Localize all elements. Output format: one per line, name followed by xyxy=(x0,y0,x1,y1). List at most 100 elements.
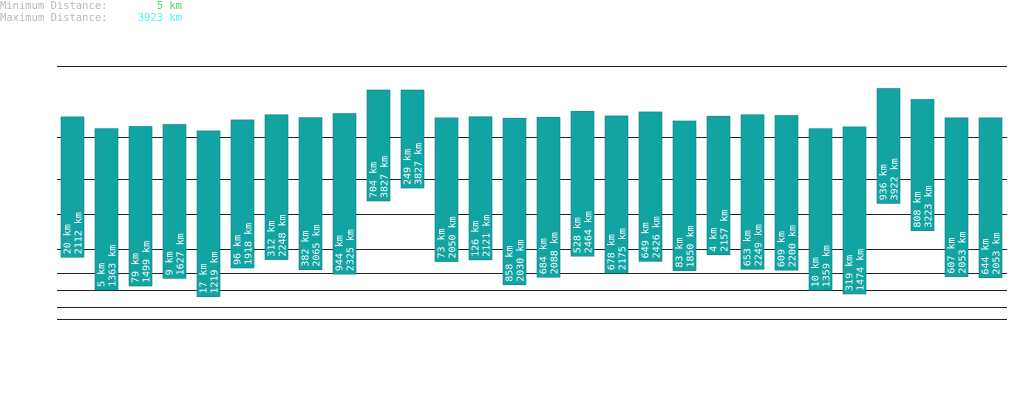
max-distance-row: Maximum Distance: 3923 km xyxy=(0,12,182,24)
range-max-label: 2030 km xyxy=(516,240,527,282)
range-bar-rect xyxy=(876,88,901,204)
min-distance-value: 5 km xyxy=(156,0,182,12)
range-max-label: 2249 km xyxy=(754,224,765,266)
range-min-label: 808 km xyxy=(913,192,924,228)
range-bar-rect xyxy=(60,116,85,258)
range-bar: 944 km 2325 km xyxy=(332,113,357,275)
range-max-label: 1474 km xyxy=(856,249,867,291)
range-bar-rect xyxy=(978,117,1003,278)
range-max-label: 1918 km xyxy=(244,223,255,265)
range-min-label: 79 km xyxy=(131,253,142,283)
range-bar-rect xyxy=(672,120,697,271)
range-min-label: 312 km xyxy=(267,220,278,256)
range-min-label: 4 km xyxy=(709,228,720,252)
range-bar-rect xyxy=(196,130,221,297)
range-bar: 126 km 2121 km xyxy=(468,116,493,261)
range-bar: 17 km 1219 km xyxy=(196,130,221,297)
range-bar: 319 km 1474 km xyxy=(842,126,867,295)
range-min-label: 382 km xyxy=(301,231,312,267)
range-bar-rect xyxy=(230,119,255,269)
range-min-label: 649 km xyxy=(641,222,652,258)
range-bar: 936 km 3922 km xyxy=(876,88,901,204)
range-bar: 83 km 1850 km xyxy=(672,120,697,271)
range-bar: 644 km 2053 km xyxy=(978,117,1003,278)
range-bar: 678 km 2175 km xyxy=(604,115,629,274)
range-min-label: 607 km xyxy=(947,237,958,273)
range-bar: 704 km 3827 km xyxy=(366,89,391,202)
range-max-label: 1627 km xyxy=(176,233,187,275)
range-bar-rect xyxy=(434,117,459,262)
range-bar: 528 km 2464 km xyxy=(570,111,595,257)
range-min-label: 528 km xyxy=(573,217,584,253)
range-max-label: 2053 km xyxy=(958,231,969,273)
range-bar-rect xyxy=(468,116,493,261)
range-bar: 5 km 1363 km xyxy=(94,128,119,291)
range-bar-rect xyxy=(264,114,289,260)
range-bar-rect xyxy=(706,115,731,256)
range-max-label: 2121 km xyxy=(482,215,493,257)
range-max-label: 2200 km xyxy=(788,225,799,267)
distance-summary: Minimum Distance: 5 km Maximum Distance: 3… xyxy=(0,0,182,24)
range-min-label: 936 km xyxy=(879,164,890,200)
range-min-label: 653 km xyxy=(743,230,754,266)
range-max-label: 1363 km xyxy=(108,245,119,287)
range-bar-rect xyxy=(570,111,595,257)
range-min-label: 17 km xyxy=(199,264,210,294)
range-min-label: 609 km xyxy=(777,231,788,267)
range-bar-rect xyxy=(502,117,527,286)
range-max-label: 1219 km xyxy=(210,251,221,293)
range-max-label: 2248 km xyxy=(278,214,289,256)
range-bar: 4 km 2157 km xyxy=(706,115,731,256)
range-min-label: 684 km xyxy=(539,238,550,274)
range-bar-rect xyxy=(94,128,119,291)
range-min-label: 319 km xyxy=(845,255,856,291)
range-min-label: 5 km xyxy=(97,263,108,287)
range-max-label: 2088 km xyxy=(550,232,561,274)
range-bar: 9 km 1627 km xyxy=(162,124,187,279)
range-bar-rect xyxy=(638,111,663,262)
range-max-label: 2157 km xyxy=(720,210,731,252)
range-max-label: 3827 km xyxy=(380,156,391,198)
range-bar: 649 km 2426 km xyxy=(638,111,663,262)
range-max-label: 2065 km xyxy=(312,225,323,267)
range-max-label: 2426 km xyxy=(652,216,663,258)
range-bar: 607 km 2053 km xyxy=(944,117,969,277)
range-max-label: 3922 km xyxy=(890,158,901,200)
range-bar-rect xyxy=(944,117,969,277)
range-bar-rect xyxy=(332,113,357,275)
range-bar: 96 km 1918 km xyxy=(230,119,255,269)
range-bar-rect xyxy=(910,99,935,231)
max-distance-value: 3923 km xyxy=(137,12,182,24)
range-min-label: 644 km xyxy=(981,239,992,275)
range-min-label: 858 km xyxy=(505,246,516,282)
range-min-label: 678 km xyxy=(607,234,618,270)
range-max-label: 3223 km xyxy=(924,185,935,227)
range-max-label: 2175 km xyxy=(618,228,629,270)
range-bar: 808 km 3223 km xyxy=(910,99,935,231)
min-distance-row: Minimum Distance: 5 km xyxy=(0,0,182,12)
range-max-label: 1499 km xyxy=(142,241,153,283)
range-bar-rect xyxy=(298,117,323,270)
range-bar: 312 km 2248 km xyxy=(264,114,289,260)
range-max-label: 2325 km xyxy=(346,229,357,271)
range-min-label: 10 km xyxy=(811,257,822,287)
range-min-label: 944 km xyxy=(335,235,346,271)
range-bar-rect xyxy=(162,124,187,279)
range-bar-rect xyxy=(740,114,765,270)
range-max-label: 2053 km xyxy=(992,233,1003,275)
range-bar: 73 km 2050 km xyxy=(434,117,459,262)
range-max-label: 1850 km xyxy=(686,225,697,267)
range-bar: 79 km 1499 km xyxy=(128,126,153,287)
range-bar-rect xyxy=(842,126,867,295)
range-bar-rect xyxy=(604,115,629,274)
range-min-label: 126 km xyxy=(471,221,482,257)
range-max-label: 2464 km xyxy=(584,211,595,253)
range-bar: 609 km 2200 km xyxy=(774,115,799,271)
range-min-label: 96 km xyxy=(233,235,244,265)
range-bar-rect xyxy=(400,89,425,189)
range-bar: 653 km 2249 km xyxy=(740,114,765,270)
range-max-label: 2050 km xyxy=(448,216,459,258)
range-bar: 382 km 2065 km xyxy=(298,117,323,270)
range-max-label: 1359 km xyxy=(822,245,833,287)
